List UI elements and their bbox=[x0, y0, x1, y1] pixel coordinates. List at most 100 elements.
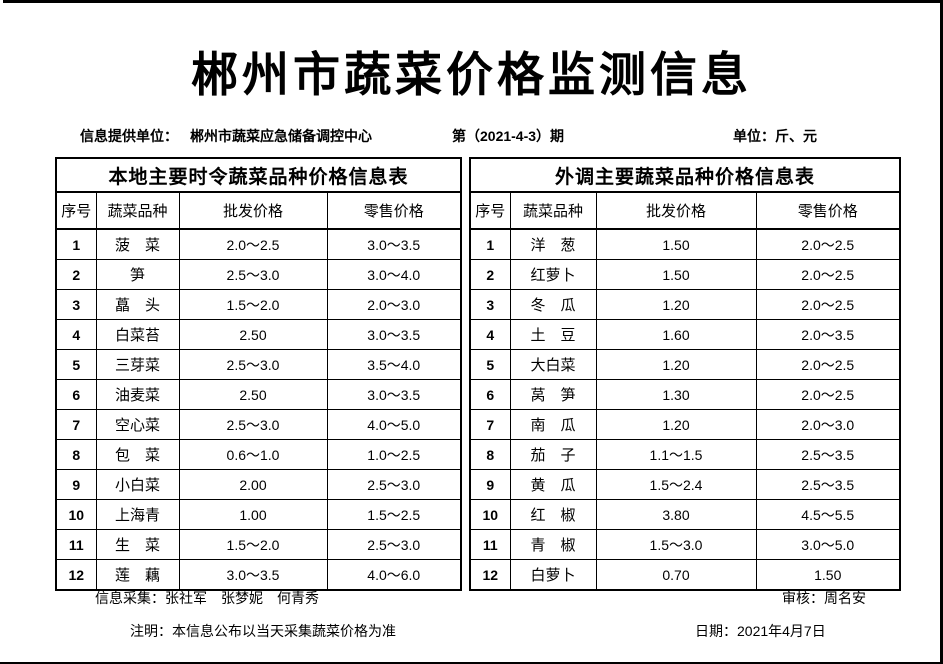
table-cell: 1.30 bbox=[595, 379, 757, 410]
table-cell: 茄 子 bbox=[509, 439, 597, 470]
table-cell: 2.5～3.0 bbox=[178, 259, 328, 290]
table-cell: 2.5～3.5 bbox=[755, 469, 901, 500]
table-row: 2 红萝卜 1.50 2.0～2.5 bbox=[469, 259, 901, 290]
table-cell: 2 bbox=[469, 259, 511, 290]
local-table-header-row: 序号 蔬菜品种 批发价格 零售价格 bbox=[55, 191, 462, 230]
table-row: 11 生 菜 1.5～2.0 2.5～3.0 bbox=[55, 529, 462, 560]
table-cell: 菠 菜 bbox=[95, 228, 180, 260]
table-row: 2 笋 2.5～3.0 3.0～4.0 bbox=[55, 259, 462, 290]
column-header: 批发价格 bbox=[178, 191, 328, 230]
external-table-header-row: 序号 蔬菜品种 批发价格 零售价格 bbox=[469, 191, 901, 230]
note-text: 注明：本信息公布以当天采集蔬菜价格为准 bbox=[130, 623, 396, 639]
local-table-title-row: 本地主要时令蔬菜品种价格信息表 bbox=[55, 157, 462, 193]
table-cell: 4 bbox=[55, 319, 97, 350]
table-cell: 2.0～3.0 bbox=[326, 289, 462, 320]
table-cell: 三芽菜 bbox=[95, 349, 180, 380]
page-border-top bbox=[3, 0, 943, 3]
table-cell: 1.60 bbox=[595, 319, 757, 350]
issue-number: 第（2021-4-3）期 bbox=[452, 128, 565, 144]
table-cell: 11 bbox=[55, 529, 97, 560]
table-cell: 4 bbox=[469, 319, 511, 350]
table-cell: 2.5～3.0 bbox=[178, 349, 328, 380]
table-cell: 藠 头 bbox=[95, 289, 180, 320]
table-row: 7 空心菜 2.5～3.0 4.0～5.0 bbox=[55, 409, 462, 440]
table-cell: 3.80 bbox=[595, 499, 757, 530]
table-cell: 洋 葱 bbox=[509, 228, 597, 260]
table-cell: 1.50 bbox=[595, 228, 757, 260]
table-cell: 8 bbox=[469, 439, 511, 470]
table-cell: 2.5～3.0 bbox=[178, 409, 328, 440]
table-cell: 5 bbox=[469, 349, 511, 380]
page-border-right bbox=[940, 0, 943, 664]
table-cell: 1.50 bbox=[595, 259, 757, 290]
table-cell: 7 bbox=[55, 409, 97, 440]
table-cell: 1.50 bbox=[755, 559, 901, 591]
table-cell: 12 bbox=[55, 559, 97, 591]
date-text: 日期：2021年4月7日 bbox=[695, 623, 826, 639]
table-cell: 3.0～3.5 bbox=[178, 559, 328, 591]
column-header: 批发价格 bbox=[595, 191, 757, 230]
table-row: 11 青 椒 1.5～3.0 3.0～5.0 bbox=[469, 529, 901, 560]
table-cell: 7 bbox=[469, 409, 511, 440]
table-cell: 红 椒 bbox=[509, 499, 597, 530]
table-cell: 12 bbox=[469, 559, 511, 591]
table-cell: 小白菜 bbox=[95, 469, 180, 500]
table-cell: 1 bbox=[55, 228, 97, 260]
table-cell: 2 bbox=[55, 259, 97, 290]
table-cell: 3.0～5.0 bbox=[755, 529, 901, 560]
table-row: 12 白萝卜 0.70 1.50 bbox=[469, 559, 901, 591]
table-cell: 2.00 bbox=[178, 469, 328, 500]
table-cell: 4.0～6.0 bbox=[326, 559, 462, 591]
table-cell: 白萝卜 bbox=[509, 559, 597, 591]
table-cell: 冬 瓜 bbox=[509, 289, 597, 320]
table-cell: 南 瓜 bbox=[509, 409, 597, 440]
table-cell: 2.5～3.0 bbox=[326, 469, 462, 500]
provider-line: 信息提供单位： 郴州市蔬菜应急储备调控中心 bbox=[80, 126, 372, 146]
table-cell: 3.0～3.5 bbox=[326, 319, 462, 350]
table-cell: 1.20 bbox=[595, 289, 757, 320]
table-cell: 2.0～2.5 bbox=[755, 228, 901, 260]
table-cell: 4.5～5.5 bbox=[755, 499, 901, 530]
provider-label: 信息提供单位： bbox=[80, 128, 178, 144]
table-cell: 0.70 bbox=[595, 559, 757, 591]
external-table-title: 外调主要蔬菜品种价格信息表 bbox=[469, 157, 901, 193]
table-cell: 上海青 bbox=[95, 499, 180, 530]
table-cell: 2.5～3.5 bbox=[755, 439, 901, 470]
table-row: 12 莲 藕 3.0～3.5 4.0～6.0 bbox=[55, 559, 462, 591]
column-header: 零售价格 bbox=[755, 191, 901, 230]
reviewer-text: 审核：周名安 bbox=[782, 590, 866, 606]
table-cell: 10 bbox=[55, 499, 97, 530]
table-cell: 黄 瓜 bbox=[509, 469, 597, 500]
table-cell: 包 菜 bbox=[95, 439, 180, 470]
table-row: 5 三芽菜 2.5～3.0 3.5～4.0 bbox=[55, 349, 462, 380]
table-cell: 1.20 bbox=[595, 409, 757, 440]
external-table-title-row: 外调主要蔬菜品种价格信息表 bbox=[469, 157, 901, 193]
table-cell: 土 豆 bbox=[509, 319, 597, 350]
table-cell: 1.0～2.5 bbox=[326, 439, 462, 470]
table-cell: 1.1～1.5 bbox=[595, 439, 757, 470]
table-cell: 2.0～3.5 bbox=[755, 319, 901, 350]
table-cell: 1.5～2.0 bbox=[178, 289, 328, 320]
table-cell: 3.0～3.5 bbox=[326, 228, 462, 260]
table-cell: 1.5～2.0 bbox=[178, 529, 328, 560]
table-cell: 10 bbox=[469, 499, 511, 530]
page-title: 郴州市蔬菜价格监测信息 bbox=[191, 50, 752, 102]
table-cell: 笋 bbox=[95, 259, 180, 290]
table-cell: 8 bbox=[55, 439, 97, 470]
table-cell: 3.0～3.5 bbox=[326, 379, 462, 410]
table-cell: 9 bbox=[469, 469, 511, 500]
table-cell: 3 bbox=[55, 289, 97, 320]
table-cell: 2.0～3.0 bbox=[755, 409, 901, 440]
table-cell: 5 bbox=[55, 349, 97, 380]
table-cell: 4.0～5.0 bbox=[326, 409, 462, 440]
